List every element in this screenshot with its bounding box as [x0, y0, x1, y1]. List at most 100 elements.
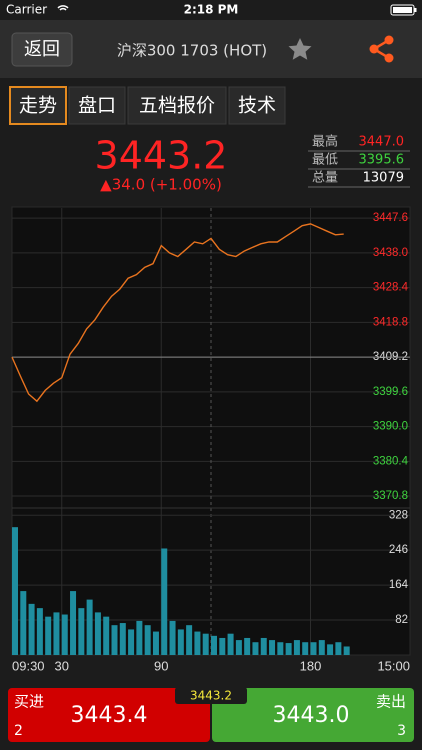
y-tick-label: 3447.6 — [373, 212, 408, 224]
x-tick-label: 30 — [55, 658, 69, 673]
y-tick-label: 3380.4 — [373, 455, 409, 467]
stat-value: 3395.6 — [359, 153, 405, 168]
volume-bar — [12, 527, 18, 655]
sell-label[interactable]: 卖出 — [376, 693, 406, 711]
volume-bar — [310, 642, 317, 655]
volume-bar — [78, 608, 85, 655]
volume-bar — [277, 642, 284, 655]
tab-label[interactable]: 五档报价 — [139, 95, 215, 117]
stats-table: 最高 3447.0 最低 3395.6 总量 13079 — [308, 134, 410, 188]
y-tick-label: 328 — [389, 509, 408, 521]
last-price-tag-text: 3443.2 — [190, 689, 232, 703]
volume-bar — [269, 640, 276, 655]
volume-bar — [111, 625, 118, 655]
volume-bar — [293, 640, 300, 655]
back-label[interactable]: 返回 — [24, 39, 60, 60]
volume-bar — [260, 637, 267, 655]
volume-bar — [227, 633, 234, 655]
volume-bar — [343, 646, 350, 655]
volume-bar — [61, 614, 68, 655]
clock: 2:18 PM — [184, 3, 239, 17]
volume-bar — [252, 642, 259, 655]
stat-label: 最低 — [312, 153, 338, 168]
y-tick-label: 3399.6 — [373, 386, 408, 398]
sell-qty[interactable]: 3 — [397, 723, 406, 739]
volume-bar — [211, 635, 217, 655]
volume-bar — [302, 642, 309, 655]
sell-button[interactable] — [212, 688, 414, 742]
share-icon[interactable] — [369, 35, 394, 63]
volume-bar — [119, 623, 126, 655]
tab[interactable] — [9, 86, 67, 125]
x-tick-label: 180 — [300, 658, 322, 673]
stat-label: 最高 — [312, 134, 338, 150]
battery-tip — [414, 8, 417, 12]
last-price-tag — [175, 687, 247, 704]
volume-bar — [53, 612, 60, 655]
y-tick-label: 164 — [389, 579, 409, 591]
x-tick-label: 15:00 — [377, 658, 410, 673]
battery — [390, 4, 415, 16]
volume-bar — [86, 599, 93, 655]
x-tick-label: 90 — [154, 658, 168, 673]
volume-bar — [45, 616, 52, 655]
y-tick-label: 3428.4 — [373, 282, 409, 294]
volume-bar — [94, 612, 101, 655]
volume-bar — [70, 591, 77, 655]
y-tick-label: 3390.0 — [373, 421, 408, 433]
y-tick-label: 3418.8 — [373, 316, 408, 328]
y-tick-label: 246 — [389, 544, 408, 556]
volume-bar — [36, 608, 43, 655]
buy-label[interactable]: 买进 — [14, 693, 44, 711]
tab[interactable] — [68, 86, 126, 125]
carrier: Carrier — [6, 3, 47, 17]
volume-bar — [327, 644, 334, 655]
volume-bar — [20, 591, 27, 655]
volume-bar — [194, 631, 201, 655]
stat-label: 总量 — [312, 171, 338, 186]
volume-bar — [136, 620, 143, 655]
buy-price[interactable]: 3443.4 — [71, 703, 148, 728]
price-change: ▲34.0 (+1.00%) — [100, 176, 222, 194]
volume-bar — [235, 640, 242, 655]
battery-level — [393, 7, 412, 13]
y-tick-label: 3370.8 — [373, 490, 408, 502]
tab-bar: 走势 盘口 五档报价 技术 — [9, 86, 286, 125]
volume-bar — [318, 640, 325, 655]
stat-value: 13079 — [363, 171, 404, 186]
last-price: 3443.2 — [95, 134, 228, 178]
tab-label[interactable]: 技术 — [238, 95, 276, 117]
volume-bar — [128, 629, 135, 655]
volume-bar — [161, 548, 168, 655]
volume-bar — [103, 616, 110, 655]
status-bar — [0, 0, 422, 20]
price-line — [11, 223, 344, 403]
volume-bar — [244, 637, 251, 655]
tab-label[interactable]: 盘口 — [78, 95, 116, 117]
volume-bar — [177, 629, 184, 655]
volume-bar — [152, 631, 159, 655]
buy-qty[interactable]: 2 — [14, 723, 23, 739]
y-tick-label: 3438.0 — [373, 247, 408, 259]
buy-button[interactable] — [8, 688, 210, 742]
volume-bar — [219, 637, 226, 655]
volume-bar — [144, 625, 151, 655]
sell-price[interactable]: 3443.0 — [273, 703, 350, 728]
x-tick-label: 09:30 — [12, 658, 45, 673]
back-button[interactable] — [11, 32, 73, 67]
volume-bar — [186, 625, 193, 655]
volume-bar — [169, 620, 176, 655]
volume-bar — [285, 643, 292, 655]
tab-label[interactable]: 走势 — [19, 95, 57, 117]
wifi-icon — [57, 5, 69, 11]
nav-title: 沪深300 1703 (HOT) — [117, 42, 267, 60]
favorite-star[interactable] — [288, 38, 312, 60]
tab[interactable] — [228, 86, 286, 125]
y-tick-label: 82 — [395, 614, 408, 626]
volume-bar — [202, 633, 209, 655]
volume-bar — [28, 603, 35, 655]
tab[interactable] — [127, 86, 227, 125]
stat-value: 3447.0 — [359, 135, 405, 150]
